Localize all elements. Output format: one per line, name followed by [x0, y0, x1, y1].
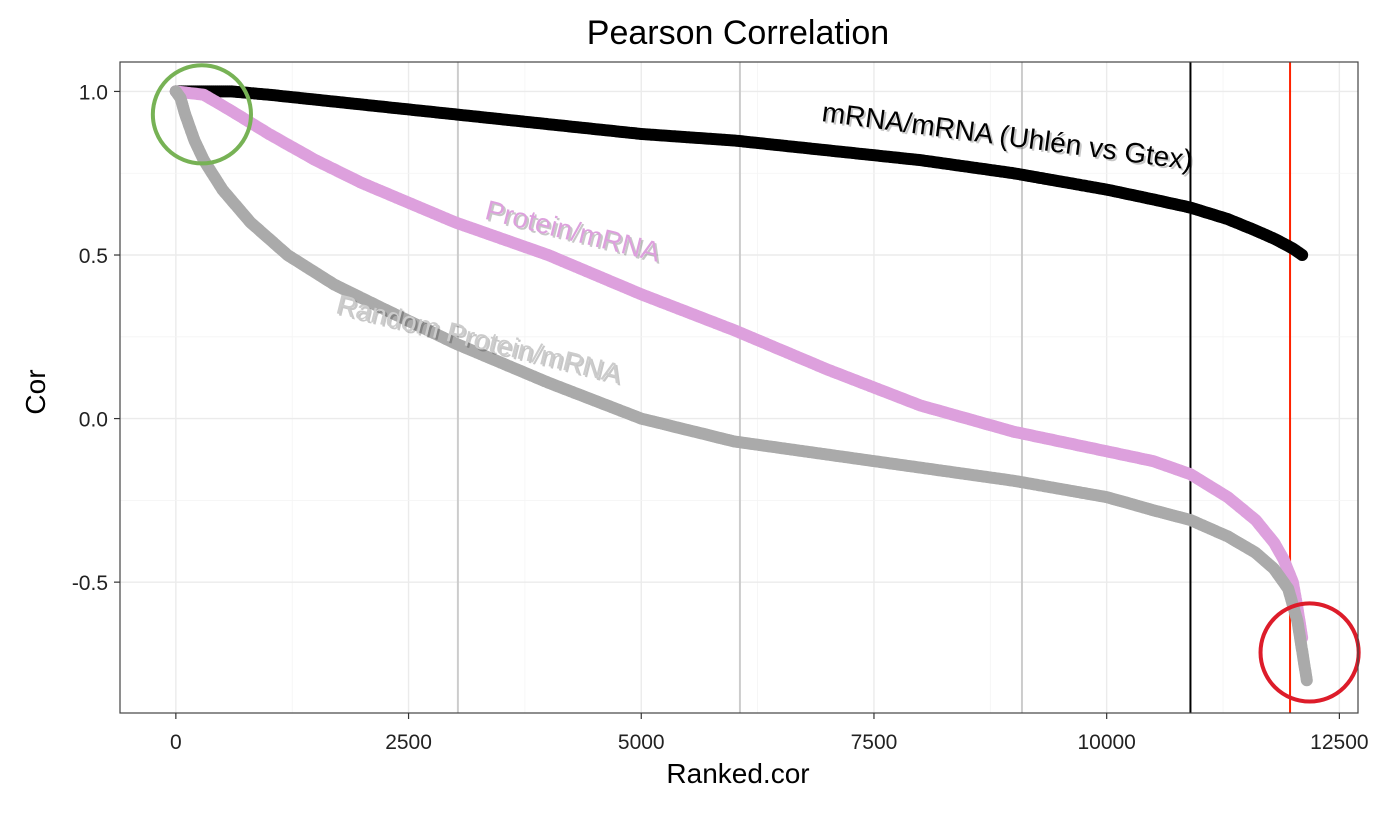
- y-axis-label: Cor: [20, 369, 51, 414]
- y-tick-label: 0.0: [79, 409, 108, 432]
- data-series: [169, 85, 1313, 687]
- x-tick-label: 5000: [618, 731, 665, 754]
- x-tick-label: 0: [170, 731, 182, 754]
- highlight-circles: [150, 63, 1361, 704]
- data-point: [1296, 249, 1309, 262]
- series-mrna-mrna-uhl-n-vs-gtex: [169, 85, 1309, 262]
- y-tick-label: 1.0: [79, 81, 108, 104]
- y-tick-label: 0.5: [79, 245, 108, 268]
- data-point: [1300, 674, 1313, 687]
- x-tick-label: 12500: [1310, 731, 1368, 754]
- bottom-right-highlight-circle: [1258, 601, 1361, 704]
- x-axis: 0 2500 5000 7500 10000 12500: [170, 713, 1369, 754]
- chart-title: Pearson Correlation: [587, 14, 889, 52]
- series-protein-mrna: [169, 85, 1309, 644]
- y-tick-label: -0.5: [72, 572, 108, 595]
- x-axis-label: Ranked.cor: [666, 758, 809, 789]
- x-tick-label: 7500: [851, 731, 898, 754]
- series-random-protein-mrna: [169, 85, 1313, 687]
- top-left-highlight-circle: [150, 63, 253, 166]
- y-axis: 1.0 0.5 0.0 -0.5: [72, 81, 120, 595]
- plot-border: [119, 61, 1359, 714]
- x-tick-label: 10000: [1077, 731, 1135, 754]
- x-tick-label: 2500: [385, 731, 432, 754]
